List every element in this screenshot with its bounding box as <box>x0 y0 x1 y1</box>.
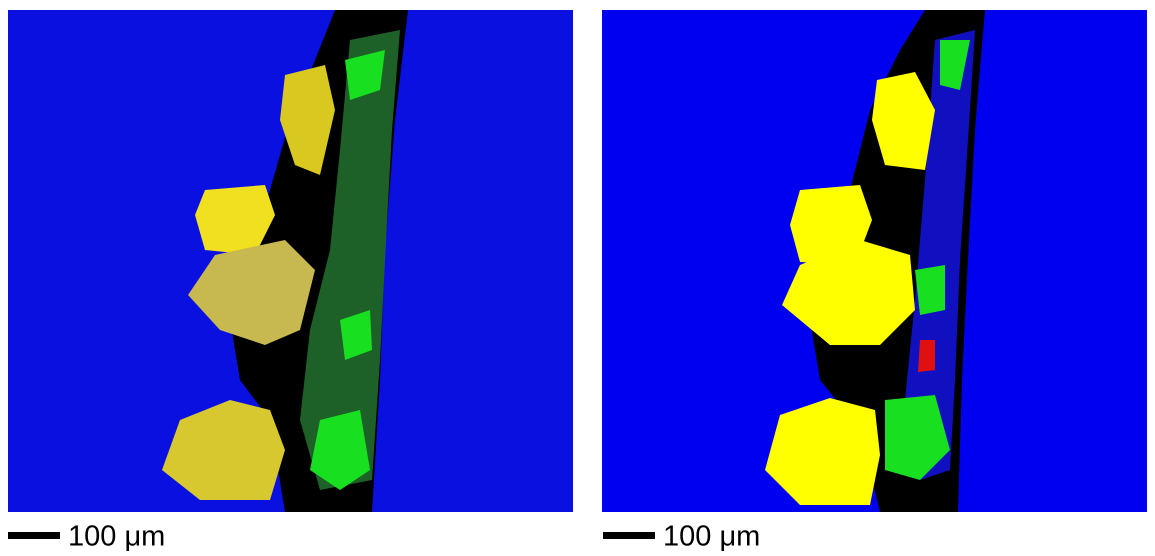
scale-bar <box>8 532 60 539</box>
green-patch <box>915 265 945 315</box>
green-phase <box>300 30 400 490</box>
yellow-phase <box>765 398 880 505</box>
green-patch <box>310 410 370 490</box>
left-phase-map <box>8 10 573 512</box>
scale-label: 100 μm <box>68 521 165 553</box>
yellow-phase <box>162 400 285 500</box>
scale-bar <box>603 532 655 539</box>
green-patch <box>340 310 372 360</box>
yellow-phase <box>195 185 275 255</box>
right-phase-map <box>602 10 1147 512</box>
red-patch <box>918 340 935 372</box>
green-patch <box>940 40 970 90</box>
yellow-phase <box>872 72 935 170</box>
yellow-phase <box>188 240 315 345</box>
green-patch <box>345 50 385 100</box>
scale-label: 100 μm <box>663 521 760 553</box>
yellow-phase <box>280 65 335 175</box>
yellow-phase <box>782 240 915 345</box>
green-patch <box>885 395 950 480</box>
